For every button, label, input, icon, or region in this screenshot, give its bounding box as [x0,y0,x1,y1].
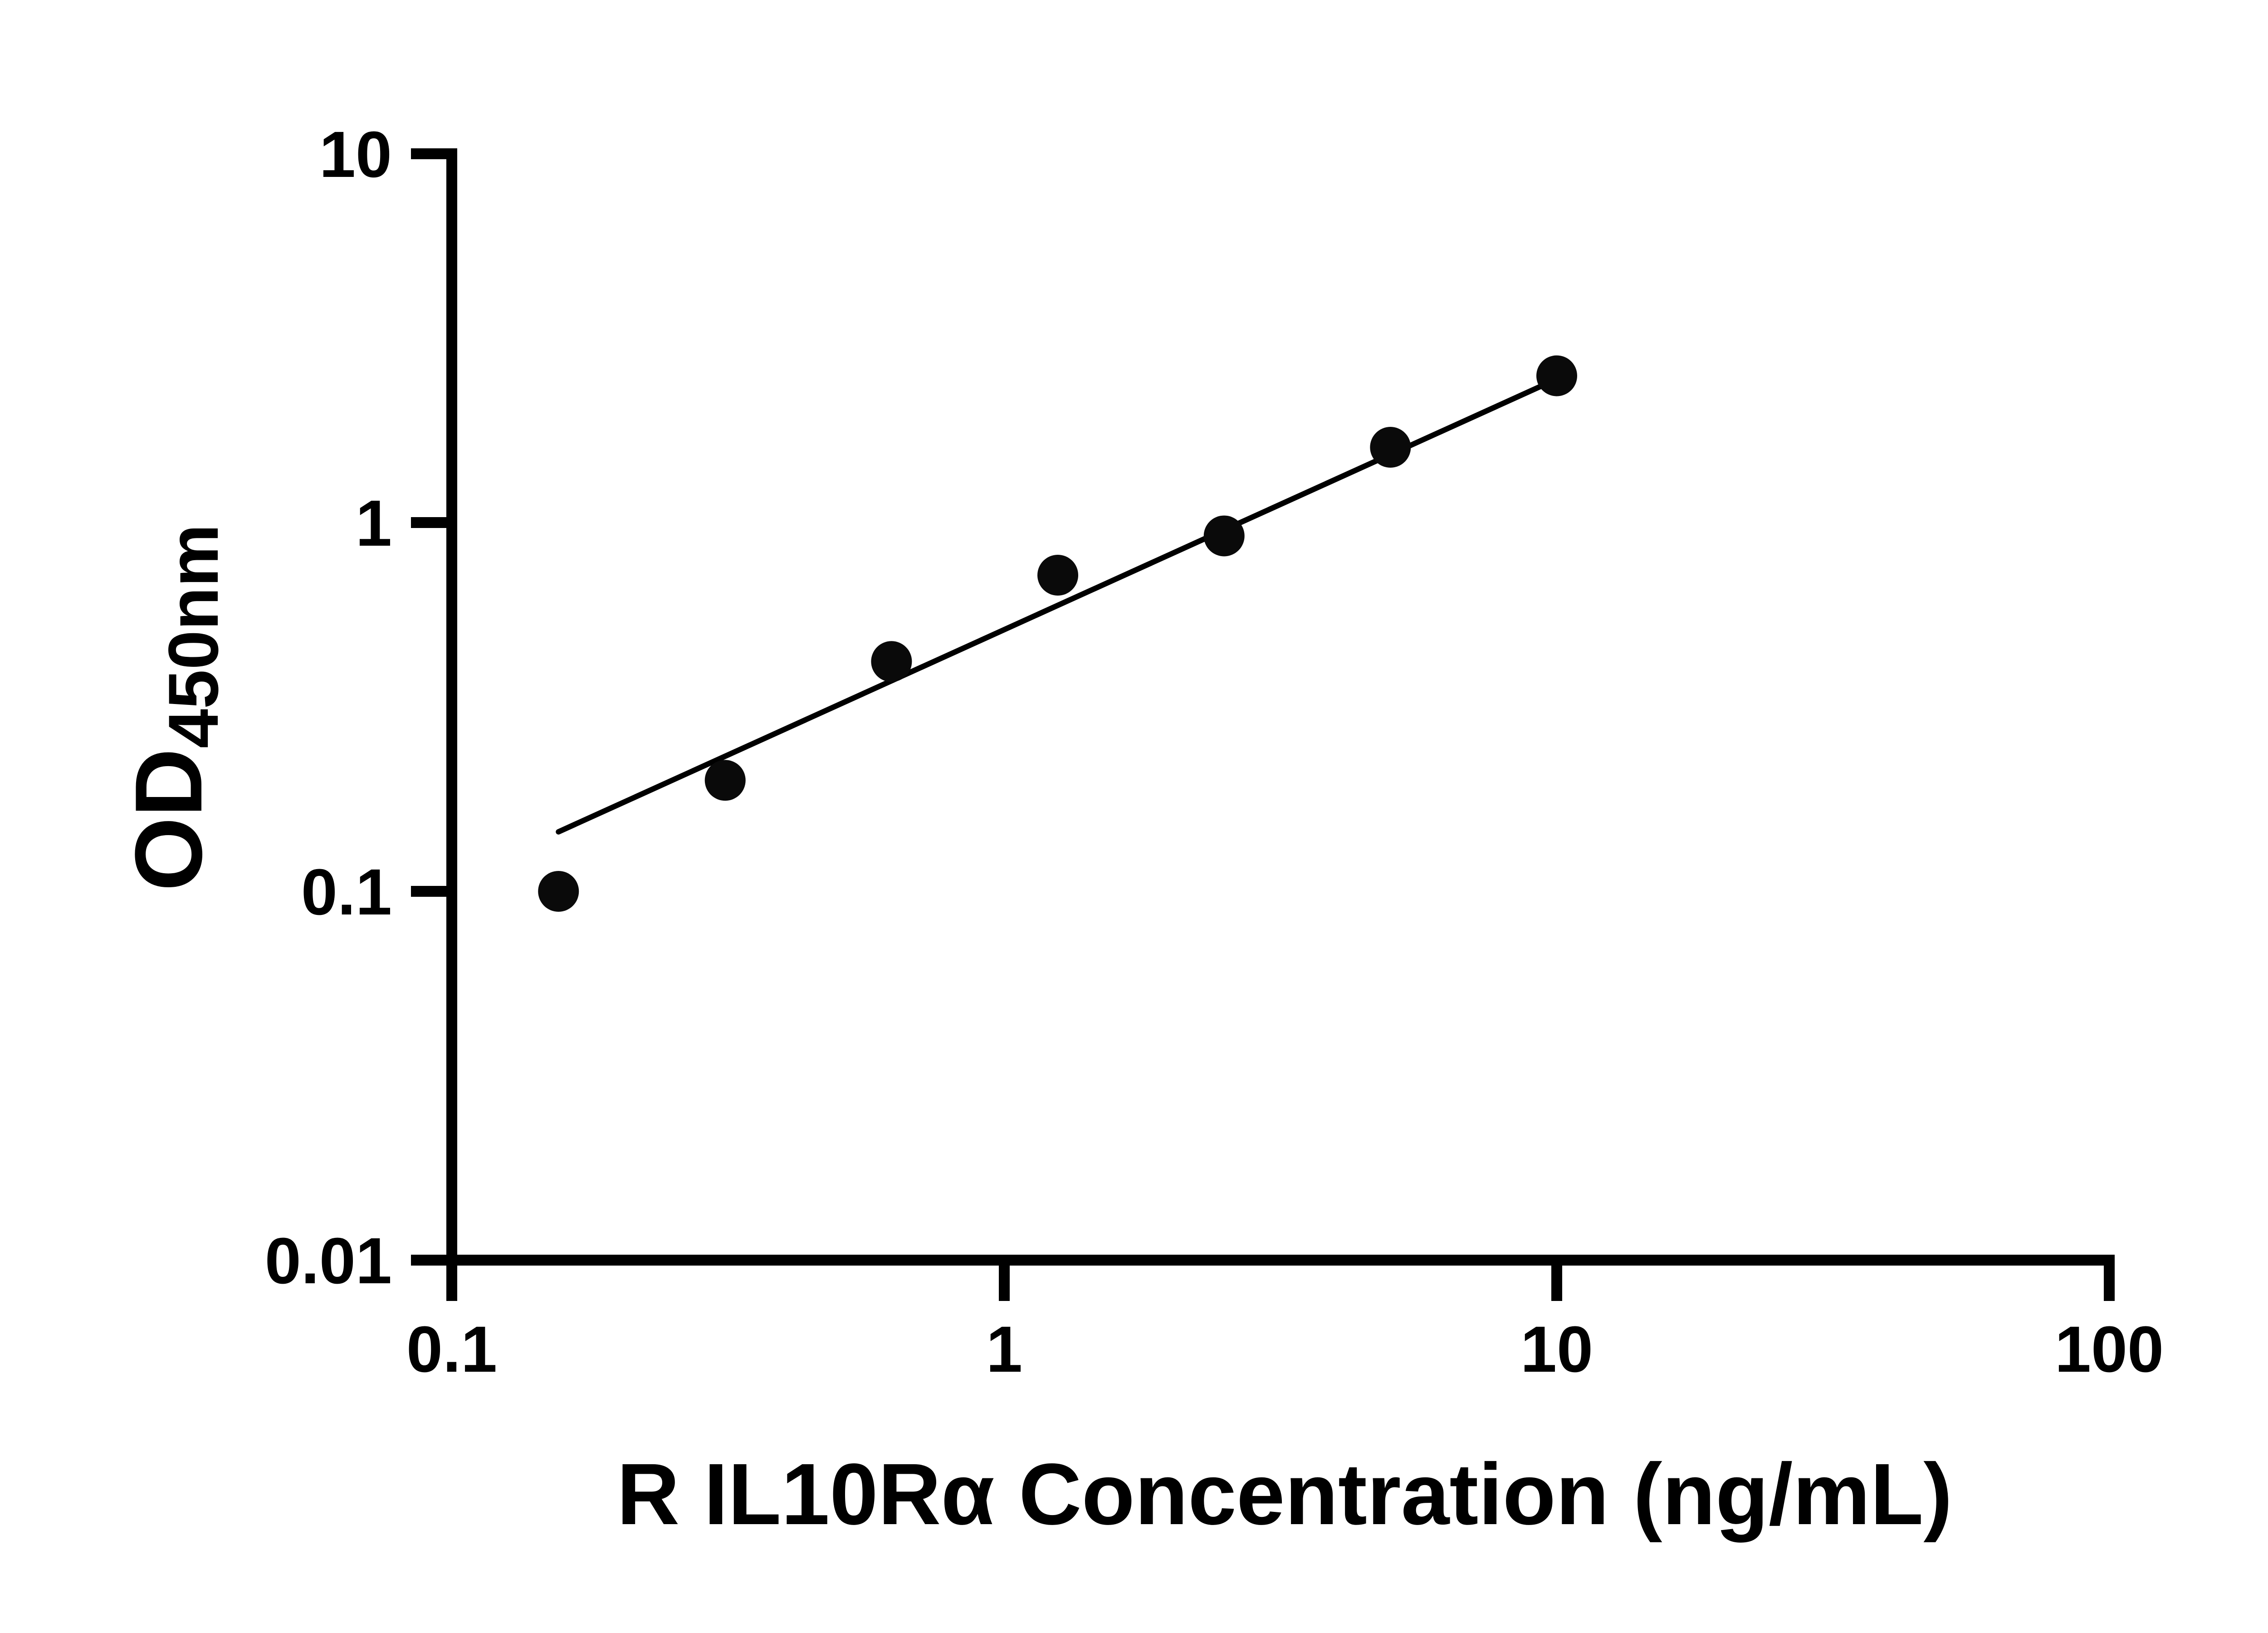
y-axis-title-sub: 450nm [154,524,233,748]
y-tick-label: 0.1 [301,856,392,929]
data-point-marker [1370,427,1411,468]
data-point-marker [1536,355,1577,396]
y-axis-title-main: OD [115,748,222,891]
y-tick-label: 0.01 [265,1224,392,1297]
data-point-marker [1037,554,1079,596]
y-tick-label: 10 [319,118,392,191]
data-point-marker [704,760,746,801]
x-axis-title: R IL10Rα Concentration (ng/mL) [617,1445,1953,1543]
y-tick-label: 1 [356,487,392,560]
data-point-marker [1203,515,1245,557]
x-tick-label: 10 [1520,1313,1593,1386]
data-point-marker [538,871,579,912]
data-points-group [538,355,1577,912]
x-tick-label: 0.1 [406,1313,497,1386]
axes-group [411,148,2115,1301]
x-tick-label: 1 [986,1313,1022,1386]
x-tick-label: 100 [2055,1313,2164,1386]
y-axis-title: OD450nm [115,524,233,891]
data-point-marker [871,641,912,682]
